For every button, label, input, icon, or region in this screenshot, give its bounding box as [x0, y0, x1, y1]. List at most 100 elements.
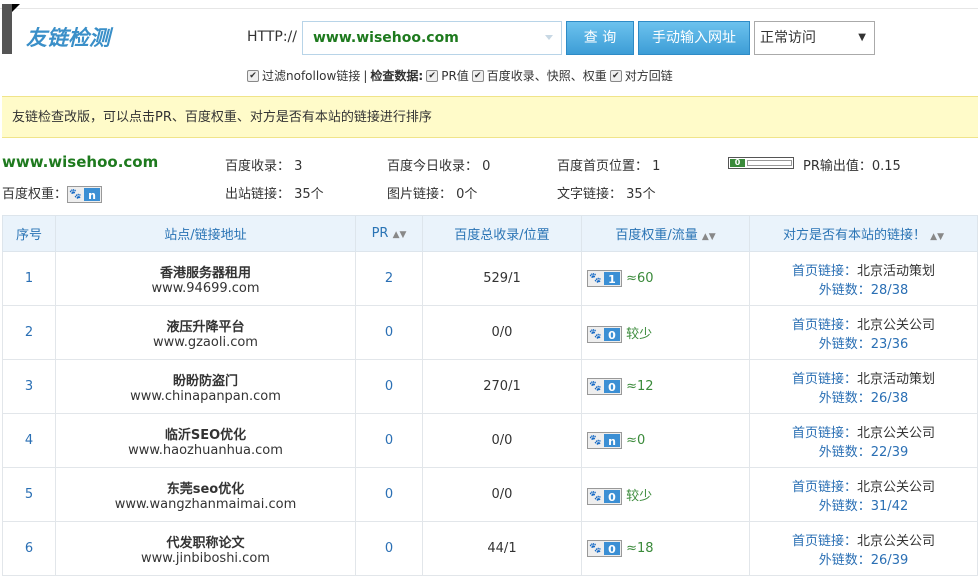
baidu-weight: 百度权重： 🐾 n — [2, 183, 103, 203]
row-pr: 0 — [355, 521, 423, 576]
row-backlink: 首页链接：北京公关公司 外链数：22/39 — [749, 413, 978, 468]
site-url[interactable]: www.jinbiboshi.com — [141, 550, 270, 566]
pr-output: PR输出值：0.15 — [803, 159, 901, 174]
col-weight-label: 百度权重/流量 — [615, 228, 698, 243]
baidu-home-position: 百度首页位置： 1 — [557, 159, 661, 174]
home-link-label: 首页链接： — [791, 479, 857, 495]
baidu-checkbox[interactable]: ✔ — [471, 69, 484, 82]
col-backlink-label: 对方是否有本站的链接！ — [783, 228, 927, 243]
row-weight: 🐾 0 较少 — [581, 467, 750, 522]
table-row: 2 液压升降平台 www.gzaoli.com 0 0/0 🐾 0 较少 首页链接：… — [2, 305, 978, 360]
row-index: 0/0 — [422, 413, 582, 468]
site-url[interactable]: www.chinapanpan.com — [130, 388, 281, 404]
home-link-anchor: 北京活动策划 — [857, 371, 936, 387]
row-index: 44/1 — [422, 521, 582, 576]
weight-value: n — [604, 434, 620, 448]
site-url[interactable]: www.haozhuanhua.com — [128, 442, 283, 458]
url-input[interactable]: www.wisehoo.com — [302, 21, 562, 55]
weight-badge: 🐾 n — [67, 186, 103, 203]
manual-input-button[interactable]: 手动输入网址 — [638, 21, 750, 55]
outbound-links: 出站链接： 35个 — [225, 187, 324, 202]
backlink-checkbox[interactable]: ✔ — [609, 69, 622, 82]
row-index: 270/1 — [422, 359, 582, 414]
weight-value: 0 — [604, 542, 620, 556]
table-row: 5 东莞seo优化 www.wangzhanmaimai.com 0 0/0 🐾 0… — [2, 467, 978, 522]
backlink-label: 对方回链 — [624, 69, 673, 83]
row-site[interactable]: 盼盼防盗门 www.chinapanpan.com — [55, 359, 356, 414]
filter-nofollow-checkbox[interactable]: ✔ — [247, 69, 259, 82]
home-link-label: 首页链接： — [791, 317, 857, 333]
row-site[interactable]: 东莞seo优化 www.wangzhanmaimai.com — [55, 467, 356, 522]
row-weight: 🐾 0 ≈12 — [581, 359, 750, 414]
pr-checkbox[interactable]: ✔ — [426, 69, 439, 82]
traffic: 较少 — [626, 326, 653, 342]
row-no: 2 — [2, 305, 56, 360]
weight-value: n — [84, 188, 101, 202]
home-link-anchor: 北京公关公司 — [857, 425, 936, 441]
sort-icon: ▲▼ — [701, 232, 716, 242]
row-weight: 🐾 0 较少 — [581, 305, 750, 360]
col-backlink[interactable]: 对方是否有本站的链接！ ▲▼ — [749, 215, 978, 252]
http-label: HTTP:// — [247, 29, 297, 45]
notice-banner: 友链检查改版，可以点击PR、百度权重、对方是否有本站的链接进行排序 — [2, 96, 978, 138]
weight-value: 0 — [604, 380, 620, 394]
sort-icon: ▲▼ — [930, 232, 944, 242]
dropdown-caret-icon[interactable] — [545, 35, 553, 40]
home-link-label: 首页链接： — [791, 263, 857, 279]
outbound-count: 外链数：26/38 — [818, 390, 909, 406]
row-backlink: 首页链接：北京活动策划 外链数：26/38 — [749, 359, 978, 414]
paw-icon: 🐾 — [589, 381, 602, 392]
weight-badge: 🐾 1 — [587, 270, 622, 287]
logo: 友链检测 — [26, 26, 110, 50]
table-row: 6 代发职称论文 www.jinbiboshi.com 0 44/1 🐾 0 ≈18… — [2, 521, 978, 576]
weight-value: 0 — [604, 327, 620, 342]
paw-icon: 🐾 — [589, 435, 602, 446]
mode-select[interactable]: 正常访问 ▼ — [754, 21, 875, 55]
weight-badge: 🐾 0 — [587, 487, 622, 505]
site-url[interactable]: www.gzaoli.com — [153, 334, 258, 350]
row-site[interactable]: 香港服务器租用 www.94699.com — [55, 251, 356, 306]
col-weight[interactable]: 百度权重/流量 ▲▼ — [581, 215, 750, 252]
site-name: 临沂SEO优化 — [164, 427, 247, 443]
query-button[interactable]: 查 询 — [566, 21, 634, 55]
home-link-anchor: 北京公关公司 — [857, 533, 936, 549]
row-weight: 🐾 n ≈0 — [581, 413, 750, 468]
outbound-count: 外链数：22/39 — [818, 444, 909, 460]
home-link-label: 首页链接： — [791, 533, 857, 549]
paw-icon: 🐾 — [589, 273, 602, 284]
row-weight: 🐾 1 ≈60 — [581, 251, 750, 306]
site-url[interactable]: www.wangzhanmaimai.com — [114, 496, 297, 512]
chevron-down-icon: ▼ — [858, 32, 866, 43]
site-name: 液压升降平台 — [166, 319, 245, 335]
home-link-anchor: 北京公关公司 — [857, 479, 936, 495]
weight-value: 0 — [604, 489, 620, 504]
baidu-index: 百度收录： 3 — [225, 159, 303, 174]
weight-badge: 🐾 0 — [587, 378, 622, 395]
options-row: ✔ 过滤nofollow链接 | 检查数据: ✔ PR值 ✔ 百度收录、快照、权重 ✔… — [247, 67, 673, 84]
text-links: 文字链接： 35个 — [557, 187, 656, 202]
row-backlink: 首页链接：北京公关公司 外链数：26/39 — [749, 521, 978, 576]
paw-icon: 🐾 — [69, 189, 82, 200]
row-pr: 2 — [355, 251, 423, 306]
row-site[interactable]: 临沂SEO优化 www.haozhuanhua.com — [55, 413, 356, 468]
traffic: ≈12 — [626, 379, 654, 394]
home-link-anchor: 北京活动策划 — [857, 263, 936, 279]
col-no: 序号 — [2, 215, 56, 252]
row-site[interactable]: 代发职称论文 www.jinbiboshi.com — [55, 521, 356, 576]
row-pr: 0 — [355, 413, 423, 468]
paw-icon: 🐾 — [589, 543, 602, 554]
logo-bar — [2, 4, 12, 54]
col-index: 百度总收录/位置 — [422, 215, 582, 252]
weight-badge: 🐾 n — [587, 432, 622, 449]
row-no: 1 — [2, 251, 56, 306]
row-no: 6 — [2, 521, 56, 576]
col-pr[interactable]: PR ▲▼ — [355, 215, 423, 252]
row-index: 0/0 — [422, 305, 582, 360]
table-row: 1 香港服务器租用 www.94699.com 2 529/1 🐾 1 ≈60 首页… — [2, 251, 978, 306]
site-url[interactable]: www.94699.com — [151, 280, 260, 296]
summary-site[interactable]: www.wisehoo.com — [2, 153, 159, 171]
row-no: 4 — [2, 413, 56, 468]
row-pr: 0 — [355, 305, 423, 360]
home-link-anchor: 北京公关公司 — [857, 317, 936, 333]
row-site[interactable]: 液压升降平台 www.gzaoli.com — [55, 305, 356, 360]
